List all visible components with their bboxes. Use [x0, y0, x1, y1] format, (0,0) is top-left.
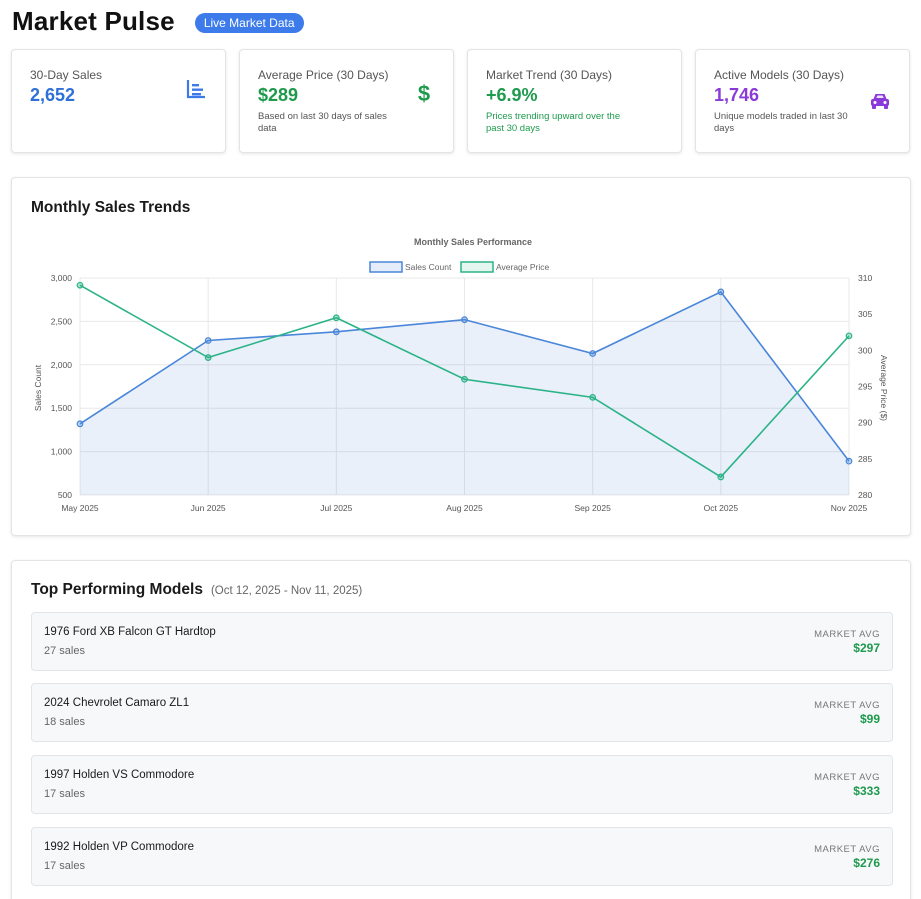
y2-tick-label: 300 [858, 345, 872, 355]
y-tick-label: 1,500 [51, 403, 73, 413]
panel-title: Monthly Sales Trends [31, 199, 191, 216]
data-point-sales-count [589, 350, 597, 357]
model-item[interactable]: 1992 Holden VP Commodore 17 sales MARKET… [31, 827, 893, 886]
stat-value: +6.9% [486, 85, 538, 105]
x-tick-label: May 2025 [61, 503, 99, 513]
market-avg-value: $276 [853, 856, 880, 870]
stat-value: 2,652 [30, 85, 76, 105]
page-header: Market Pulse Live Market Data [12, 6, 304, 37]
x-tick-label: Nov 2025 [831, 503, 868, 513]
model-item[interactable]: 2024 Chevrolet Camaro ZL1 18 sales MARKE… [31, 683, 893, 742]
top-models-panel: Top Performing Models (Oct 12, 2025 - Nov… [11, 560, 911, 899]
market-avg-value: $333 [853, 784, 880, 798]
model-item[interactable]: 1997 Holden VS Commodore 17 sales MARKET… [31, 755, 893, 814]
x-tick-label: Oct 2025 [704, 503, 739, 513]
stat-card-active-models: Active Models (30 Days) 1,746 Unique mod… [695, 49, 910, 153]
y2-tick-label: 280 [858, 490, 872, 500]
data-point-average-price [717, 473, 725, 481]
dollar-icon: $ [418, 82, 430, 104]
data-point-average-price [845, 332, 853, 340]
legend-swatch-average-price [460, 261, 494, 273]
live-data-badge: Live Market Data [194, 13, 304, 33]
bar-chart-icon [186, 80, 205, 99]
sales-trends-panel: Monthly Sales Trends Monthly Sales Perfo… [11, 177, 911, 536]
chart-legend: Sales Count Average Price [369, 261, 550, 273]
data-point-sales-count [76, 420, 84, 428]
x-tick-label: Jun 2025 [191, 503, 226, 513]
y2-axis-label: Average Price ($) [879, 355, 889, 421]
x-tick-label: Aug 2025 [446, 503, 483, 513]
stat-value: $289 [258, 85, 299, 105]
y-tick-label: 500 [58, 490, 72, 500]
sales-trend-chart: Monthly Sales Performance Sales Count Av… [33, 237, 889, 513]
series-line-average-price [79, 284, 850, 478]
market-avg-label: MARKET AVG [814, 629, 880, 640]
model-item[interactable]: 1976 Ford XB Falcon GT Hardtop 27 sales … [31, 612, 893, 671]
y2-tick-label: 290 [858, 418, 872, 428]
data-point-average-price [204, 354, 212, 361]
data-point-average-price [589, 393, 597, 401]
date-range: (Oct 12, 2025 - Nov 11, 2025) [210, 585, 363, 597]
stat-subtext: Based on last 30 days of sales data [258, 111, 387, 134]
model-sales-count: 27 sales [44, 645, 85, 657]
stat-card-market-trend: Market Trend (30 Days) +6.9% Prices tren… [467, 49, 682, 153]
page-title: Market Pulse [12, 6, 175, 36]
data-point-average-price [76, 281, 84, 289]
data-point-average-price [461, 375, 468, 383]
model-name: 1976 Ford XB Falcon GT Hardtop [44, 626, 216, 638]
legend-swatch-sales-count [369, 261, 403, 273]
x-tick-label: Sep 2025 [574, 503, 611, 513]
car-icon [871, 94, 889, 109]
y-tick-label: 3,000 [51, 273, 73, 283]
y-tick-label: 1,000 [51, 447, 73, 457]
model-sales-count: 17 sales [44, 860, 85, 872]
svg-text:$: $ [418, 82, 430, 104]
stat-label: Active Models (30 Days) [714, 68, 845, 82]
stat-label: Market Trend (30 Days) [486, 68, 613, 82]
stat-card-sales: 30-Day Sales 2,652 [11, 49, 226, 153]
model-sales-count: 17 sales [44, 788, 85, 800]
legend-label-sales-count: Sales Count [405, 262, 452, 272]
y-tick-label: 2,500 [51, 316, 73, 326]
data-point-average-price [332, 314, 340, 322]
market-avg-value: $297 [853, 641, 880, 655]
market-avg-label: MARKET AVG [814, 700, 880, 711]
model-name: 2024 Chevrolet Camaro ZL1 [44, 697, 190, 709]
stat-label: Average Price (30 Days) [258, 68, 389, 82]
model-sales-count: 18 sales [44, 716, 85, 728]
model-name: 1997 Holden VS Commodore [44, 769, 195, 781]
legend-label-average-price: Average Price [496, 262, 550, 272]
y-tick-label: 2,000 [51, 360, 73, 370]
panel-title: Top Performing Models (Oct 12, 2025 - Nov… [31, 581, 362, 599]
market-avg-label: MARKET AVG [814, 772, 880, 783]
series-line-sales-count [79, 290, 850, 462]
x-tick-label: Jul 2025 [320, 503, 352, 513]
top-models-title: Top Performing Models [31, 581, 203, 598]
y2-tick-label: 285 [858, 454, 872, 464]
market-avg-value: $99 [859, 712, 880, 726]
data-point-sales-count [845, 457, 853, 465]
market-avg-label: MARKET AVG [814, 844, 880, 855]
y-axis-label: Sales Count [33, 364, 43, 411]
y2-tick-label: 310 [858, 273, 872, 283]
chart-title: Monthly Sales Performance [414, 237, 532, 247]
stat-label: 30-Day Sales [30, 68, 103, 82]
stat-subtext: Unique models traded in last 30 days [714, 111, 848, 134]
stat-card-average-price: Average Price (30 Days) $289 Based on la… [239, 49, 454, 153]
data-point-sales-count [332, 328, 340, 336]
stat-value: 1,746 [714, 85, 760, 105]
data-point-sales-count [717, 288, 725, 296]
stat-subtext: Prices trending upward over the past 30 … [486, 111, 621, 134]
y2-tick-label: 295 [858, 382, 872, 392]
data-point-sales-count [461, 316, 468, 324]
data-point-sales-count [204, 337, 212, 344]
y2-tick-label: 305 [858, 309, 872, 319]
series-area-sales-count [80, 291, 849, 495]
model-name: 1992 Holden VP Commodore [44, 841, 195, 853]
